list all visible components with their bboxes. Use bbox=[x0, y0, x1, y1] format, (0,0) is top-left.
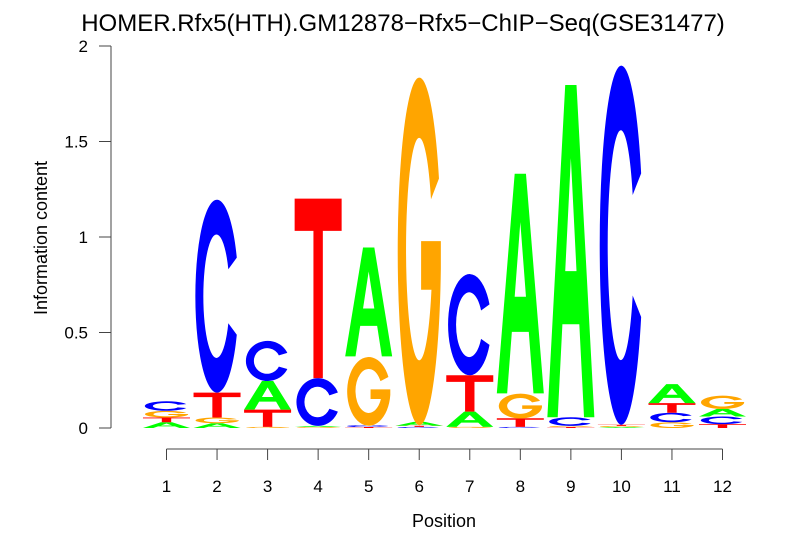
letter-A bbox=[648, 384, 696, 404]
y-tick-label: 2 bbox=[79, 37, 88, 56]
letter-T bbox=[193, 392, 241, 418]
y-axis: 0 0.5 1 1.5 2 bbox=[64, 37, 112, 438]
letter-C bbox=[397, 426, 439, 428]
letter-A bbox=[345, 247, 393, 357]
letter-G bbox=[347, 357, 391, 426]
y-tick-label: 0 bbox=[79, 419, 88, 438]
letter-A bbox=[496, 173, 544, 394]
letter-A bbox=[395, 421, 443, 426]
x-tick-label: 12 bbox=[713, 477, 732, 496]
letter-stack-9 bbox=[547, 84, 595, 428]
logo-letters bbox=[143, 65, 746, 429]
letter-G bbox=[448, 426, 492, 429]
letter-T bbox=[597, 424, 645, 426]
chart-title: HOMER.Rfx5(HTH).GM12878−Rfx5−ChIP−Seq(GS… bbox=[81, 10, 725, 37]
letter-A bbox=[547, 84, 595, 418]
letter-G bbox=[397, 77, 441, 426]
letter-C bbox=[296, 378, 338, 426]
letter-G bbox=[144, 410, 189, 418]
letter-stack-4 bbox=[294, 198, 342, 429]
letter-stack-5 bbox=[345, 247, 393, 428]
letter-G bbox=[498, 393, 542, 419]
x-tick-label: 2 bbox=[212, 477, 221, 496]
letter-T bbox=[699, 424, 746, 428]
x-tick-label: 6 bbox=[414, 477, 423, 496]
letter-A bbox=[193, 423, 241, 428]
letter-C bbox=[700, 416, 743, 425]
x-tick-label: 1 bbox=[162, 477, 171, 496]
y-tick-label: 1 bbox=[79, 228, 88, 247]
letter-stack-11 bbox=[648, 384, 696, 429]
letter-T bbox=[395, 425, 443, 427]
letter-stack-6 bbox=[395, 77, 443, 428]
letter-T bbox=[143, 417, 190, 423]
letter-T bbox=[496, 418, 544, 427]
letter-stack-12 bbox=[699, 395, 746, 428]
letter-A bbox=[699, 408, 746, 417]
x-tick-label: 3 bbox=[263, 477, 272, 496]
letter-A bbox=[294, 425, 342, 428]
letter-stack-7 bbox=[446, 274, 494, 429]
letter-stack-10 bbox=[597, 65, 645, 428]
letter-T bbox=[244, 409, 292, 427]
letter-G bbox=[599, 425, 644, 428]
letter-C bbox=[195, 199, 237, 393]
y-axis-title: Information content bbox=[31, 161, 51, 315]
letter-T bbox=[648, 403, 696, 413]
letter-T bbox=[294, 198, 342, 379]
letter-G bbox=[700, 395, 745, 410]
letter-G bbox=[549, 425, 593, 428]
x-axis-title: Position bbox=[412, 511, 476, 531]
letter-stack-3 bbox=[244, 340, 292, 429]
letter-G bbox=[650, 422, 694, 429]
x-tick-label: 10 bbox=[612, 477, 631, 496]
letter-G bbox=[246, 426, 290, 429]
letter-A bbox=[597, 427, 645, 428]
letter-C bbox=[448, 274, 490, 376]
x-tick-label: 4 bbox=[313, 477, 322, 496]
x-tick-label: 11 bbox=[663, 477, 681, 496]
letter-C bbox=[650, 412, 692, 423]
letter-C bbox=[346, 425, 389, 428]
letter-T bbox=[547, 427, 595, 428]
letter-A bbox=[143, 422, 190, 428]
letter-A bbox=[446, 411, 494, 427]
x-tick-label: 9 bbox=[566, 477, 575, 496]
letter-T bbox=[446, 375, 494, 412]
x-tick-label: 7 bbox=[465, 477, 474, 496]
letter-stack-2 bbox=[193, 199, 241, 428]
letter-C bbox=[599, 65, 642, 425]
x-axis: 1 2 3 4 5 6 7 8 9 10 11 12 bbox=[162, 448, 732, 496]
letter-A bbox=[244, 381, 292, 410]
x-tick-label: 5 bbox=[364, 477, 373, 496]
letter-G bbox=[296, 427, 340, 429]
letter-C bbox=[245, 340, 288, 382]
letter-T bbox=[345, 427, 393, 428]
y-tick-label: 0.5 bbox=[64, 324, 88, 343]
letter-C bbox=[144, 401, 187, 411]
letter-C bbox=[498, 426, 541, 428]
x-tick-label: 8 bbox=[516, 477, 525, 496]
letter-stack-8 bbox=[496, 173, 544, 428]
letter-stack-1 bbox=[143, 401, 190, 428]
y-tick-label: 1.5 bbox=[64, 133, 88, 152]
letter-C bbox=[549, 417, 591, 426]
letter-G bbox=[195, 417, 239, 424]
